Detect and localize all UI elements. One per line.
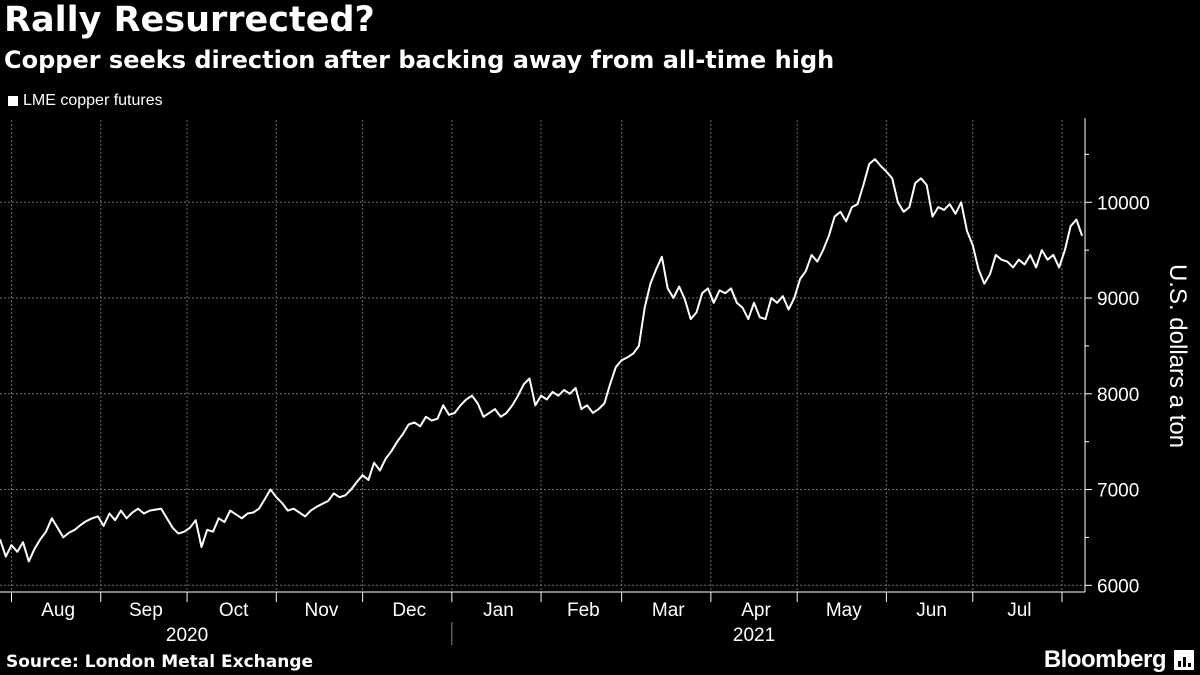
legend-swatch <box>8 96 18 106</box>
y-tick-label: 6000 <box>1097 576 1139 597</box>
bloomberg-terminal-icon <box>1174 650 1194 670</box>
x-tick-label: Dec <box>392 600 426 621</box>
bloomberg-logo: Bloomberg <box>1043 646 1167 673</box>
x-tick-label: Aug <box>41 600 75 621</box>
legend: LME copper futures <box>8 92 163 110</box>
y-tick-label: 9000 <box>1097 289 1139 310</box>
y-tick-label: 8000 <box>1097 385 1139 406</box>
y-tick-label: 7000 <box>1097 481 1139 502</box>
x-tick-label: May <box>826 600 862 621</box>
x-tick-label: Feb <box>567 600 600 621</box>
source-note: Source: London Metal Exchange <box>6 652 314 672</box>
y-tick-label: 10000 <box>1097 193 1150 214</box>
x-tick-label: Jan <box>483 600 514 621</box>
series-line <box>0 158 1084 563</box>
x-tick-label: Nov <box>305 600 339 621</box>
x-tick-label: Jun <box>916 600 947 621</box>
chart-title: Rally Resurrected? <box>4 0 375 40</box>
y-axis-title: U.S. dollars a ton <box>1164 264 1191 448</box>
legend-label: LME copper futures <box>23 92 163 109</box>
year-label: 2021 <box>733 625 775 646</box>
chart-subtitle: Copper seeks direction after backing awa… <box>4 46 835 74</box>
x-tick-label: Sep <box>129 600 163 621</box>
x-tick-label: Mar <box>652 600 685 621</box>
x-tick-label: Jul <box>1007 600 1031 621</box>
x-tick-label: Oct <box>219 600 249 621</box>
x-tick-label: Apr <box>741 600 771 621</box>
year-label: 2020 <box>166 625 208 646</box>
